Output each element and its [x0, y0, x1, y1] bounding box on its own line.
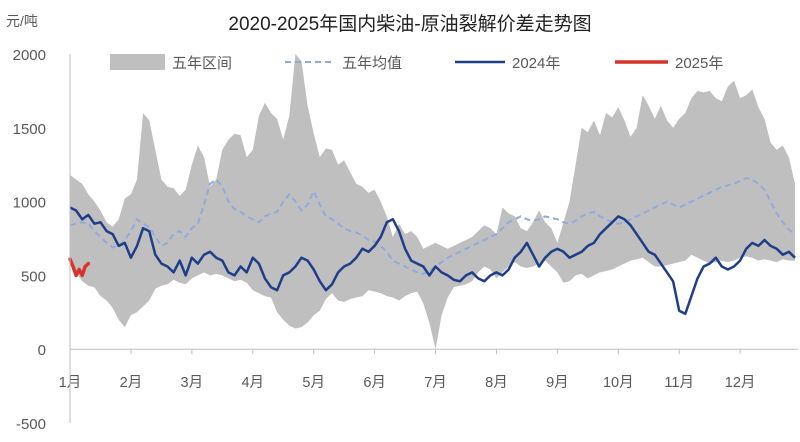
y-tick-label: 2000 [13, 47, 46, 64]
legend-label-five-year-range: 五年区间 [172, 55, 232, 72]
y-tick-label: 1000 [13, 195, 46, 212]
plot-area [68, 54, 796, 350]
x-axis-ticks: 1月 2月 3月 4月 5月 6月 7月 8月 9月 10月 11月 12月 [59, 349, 756, 391]
five-year-range-area [70, 54, 795, 350]
x-tick-label: 8月 [485, 375, 508, 391]
legend-label-five-year-mean: 五年均值 [342, 55, 402, 72]
y-axis-ticks: 2000 1500 1000 500 0 -500 [13, 47, 46, 433]
legend-label-2025: 2025年 [675, 55, 723, 72]
x-tick-label: 10月 [603, 375, 634, 391]
x-tick-label: 6月 [363, 375, 386, 391]
x-tick-label: 2月 [120, 375, 143, 391]
x-tick-label: 11月 [664, 375, 694, 391]
y-tick-label: 0 [38, 342, 46, 359]
legend: 五年区间 五年均值 2024年 2025年 [110, 54, 723, 72]
y-tick-label: -500 [16, 416, 46, 433]
x-tick-label: 3月 [181, 375, 204, 391]
x-tick-label: 4月 [241, 375, 264, 391]
y-tick-label: 1500 [13, 121, 46, 138]
y-axis-unit-label: 元/吨 [6, 13, 38, 29]
legend-label-2024: 2024年 [512, 55, 560, 72]
x-tick-label: 12月 [725, 375, 756, 391]
x-tick-label: 5月 [302, 375, 325, 391]
y-tick-label: 500 [21, 268, 46, 285]
line-2025 [68, 257, 91, 278]
x-tick-label: 9月 [546, 375, 569, 391]
line-2024 [69, 206, 796, 316]
legend-swatch-five-year-range [110, 54, 165, 70]
x-tick-label: 7月 [424, 375, 447, 391]
chart-title: 2020-2025年国内柴油-原油裂解价差走势图 [228, 13, 591, 35]
